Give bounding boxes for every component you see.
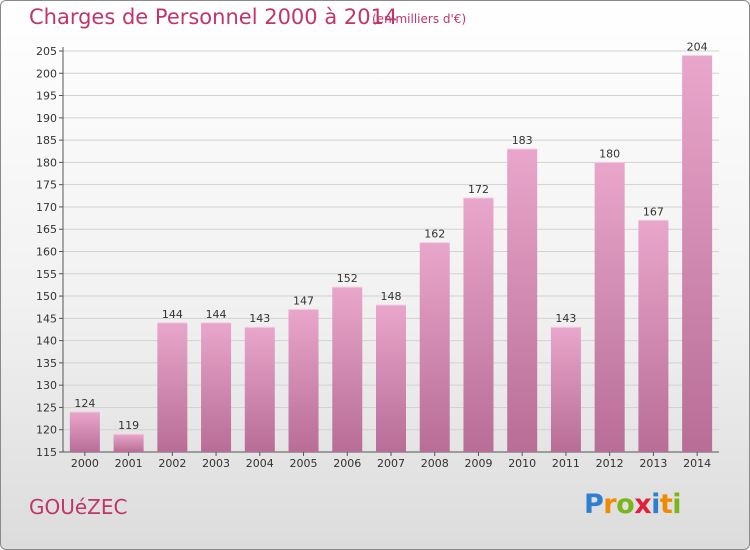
x-tick-label: 2003 [202,457,230,470]
chart-subtitle: (en milliers d'€) [372,12,467,26]
y-tick-label: 190 [36,112,57,125]
data-label: 124 [74,397,95,410]
bar [638,220,669,452]
bar [682,55,713,452]
data-label: 147 [293,294,314,307]
bar [463,198,494,452]
y-tick-label: 130 [36,379,57,392]
bar [157,322,188,452]
y-tick-label: 125 [36,401,57,414]
data-label: 152 [337,272,358,285]
bar [332,287,363,452]
x-tick-label: 2011 [552,457,580,470]
bars [69,54,713,452]
y-tick-label: 150 [36,290,57,303]
y-tick-label: 155 [36,268,57,281]
logo-letter: x [634,489,652,520]
y-tick-label: 160 [36,246,57,259]
x-tick-label: 2001 [115,457,143,470]
y-tick-label: 135 [36,357,57,370]
x-tick-label: 2007 [377,457,405,470]
data-label: 144 [206,308,227,321]
y-tick-label: 185 [36,134,57,147]
y-tick-label: 170 [36,201,57,214]
chart-title: Charges de Personnel 2000 à 2014 [29,5,398,29]
y-tick-label: 200 [36,67,57,80]
logo-letter: P [584,489,604,520]
data-label: 162 [424,228,445,241]
logo-letter: o [616,489,635,520]
x-tick-label: 2010 [508,457,536,470]
x-tick-label: 2000 [71,457,99,470]
x-tick-label: 2013 [639,457,667,470]
x-tick-label: 2009 [464,457,492,470]
y-tick-label: 180 [36,156,57,169]
labels: 115 120 125 130 135 140 145 150 155 160 165 170 175 1… [36,40,711,470]
bar [288,309,319,452]
data-label: 148 [381,290,402,303]
x-tick-label: 2012 [596,457,624,470]
y-tick-label: 115 [36,446,57,459]
bar [507,149,538,452]
logo-letter: i [651,489,660,520]
data-label: 180 [599,147,620,160]
logo-letter: r [603,489,617,520]
bar [550,327,581,452]
y-tick-label: 165 [36,223,57,236]
data-label: 183 [512,134,533,147]
data-label: 204 [687,40,708,53]
bar [376,304,406,452]
x-tick-label: 2014 [683,457,711,470]
y-tick-label: 145 [36,312,57,325]
bar [69,411,100,452]
x-tick-label: 2008 [421,457,449,470]
proxiti-logo: Proxiti [584,489,682,520]
data-label: 119 [118,419,139,432]
bar [594,162,625,452]
bar [244,327,275,452]
y-tick-label: 120 [36,424,57,437]
y-tick-label: 195 [36,90,57,103]
y-tick-label: 175 [36,179,57,192]
data-label: 167 [643,205,664,218]
x-tick-label: 2005 [290,457,318,470]
logo-letter: t [659,489,673,520]
data-label: 144 [162,308,183,321]
x-tick-label: 2006 [333,457,361,470]
data-label: 143 [249,312,270,325]
y-tick-label: 205 [36,45,57,58]
data-label: 143 [555,312,576,325]
x-tick-label: 2004 [246,457,274,470]
x-tick-label: 2002 [158,457,186,470]
y-tick-label: 140 [36,335,57,348]
logo-letter: i [672,489,682,520]
commune-name: GOUéZEC [29,495,128,519]
bar [419,242,450,452]
bar [201,322,232,452]
bar [113,434,144,452]
data-label: 172 [468,183,489,196]
